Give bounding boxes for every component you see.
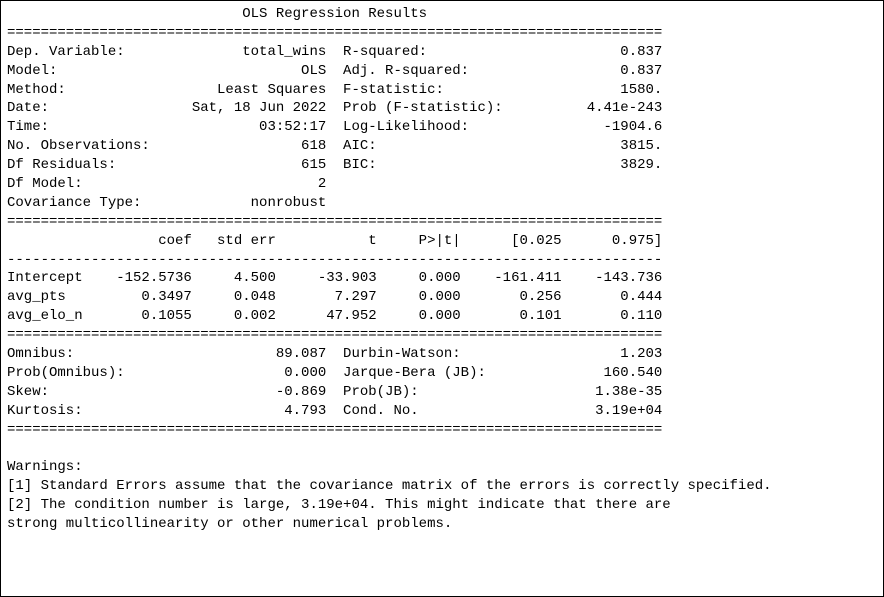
rule-3: ========================================… [7,326,877,345]
coef-row: Intercept -152.5736 4.500 -33.903 0.000 … [7,269,877,288]
diag-row: Kurtosis: 4.793 Cond. No. 3.19e+04 [7,402,877,421]
summary-row: Df Model: 2 [7,175,877,194]
summary-row: Date: Sat, 18 Jun 2022 Prob (F-statistic… [7,99,877,118]
coef-header: coef std err t P>|t| [0.025 0.975] [7,232,877,251]
diag-row: Prob(Omnibus): 0.000 Jarque-Bera (JB): 1… [7,364,877,383]
summary-row: Df Residuals: 615 BIC: 3829. [7,156,877,175]
summary-row: No. Observations: 618 AIC: 3815. [7,137,877,156]
diag-row: Skew: -0.869 Prob(JB): 1.38e-35 [7,383,877,402]
summary-row: Model: OLS Adj. R-squared: 0.837 [7,62,877,81]
diag-row: Omnibus: 89.087 Durbin-Watson: 1.203 [7,345,877,364]
warning-line: strong multicollinearity or other numeri… [7,515,877,534]
summary-row: Dep. Variable: total_wins R-squared: 0.8… [7,43,877,62]
rule-4: ========================================… [7,421,877,440]
blank [7,439,877,458]
regression-output: OLS Regression Results==================… [0,0,884,597]
title-line: OLS Regression Results [7,5,877,24]
coef-row: avg_pts 0.3497 0.048 7.297 0.000 0.256 0… [7,288,877,307]
rule-1: ========================================… [7,24,877,43]
warning-line: [1] Standard Errors assume that the cova… [7,477,877,496]
summary-row: Time: 03:52:17 Log-Likelihood: -1904.6 [7,118,877,137]
summary-row: Method: Least Squares F-statistic: 1580. [7,81,877,100]
warnings-header: Warnings: [7,458,877,477]
rule-2: ========================================… [7,213,877,232]
dash-1: ----------------------------------------… [7,251,877,270]
coef-row: avg_elo_n 0.1055 0.002 47.952 0.000 0.10… [7,307,877,326]
warning-line: [2] The condition number is large, 3.19e… [7,496,877,515]
summary-row: Covariance Type: nonrobust [7,194,877,213]
